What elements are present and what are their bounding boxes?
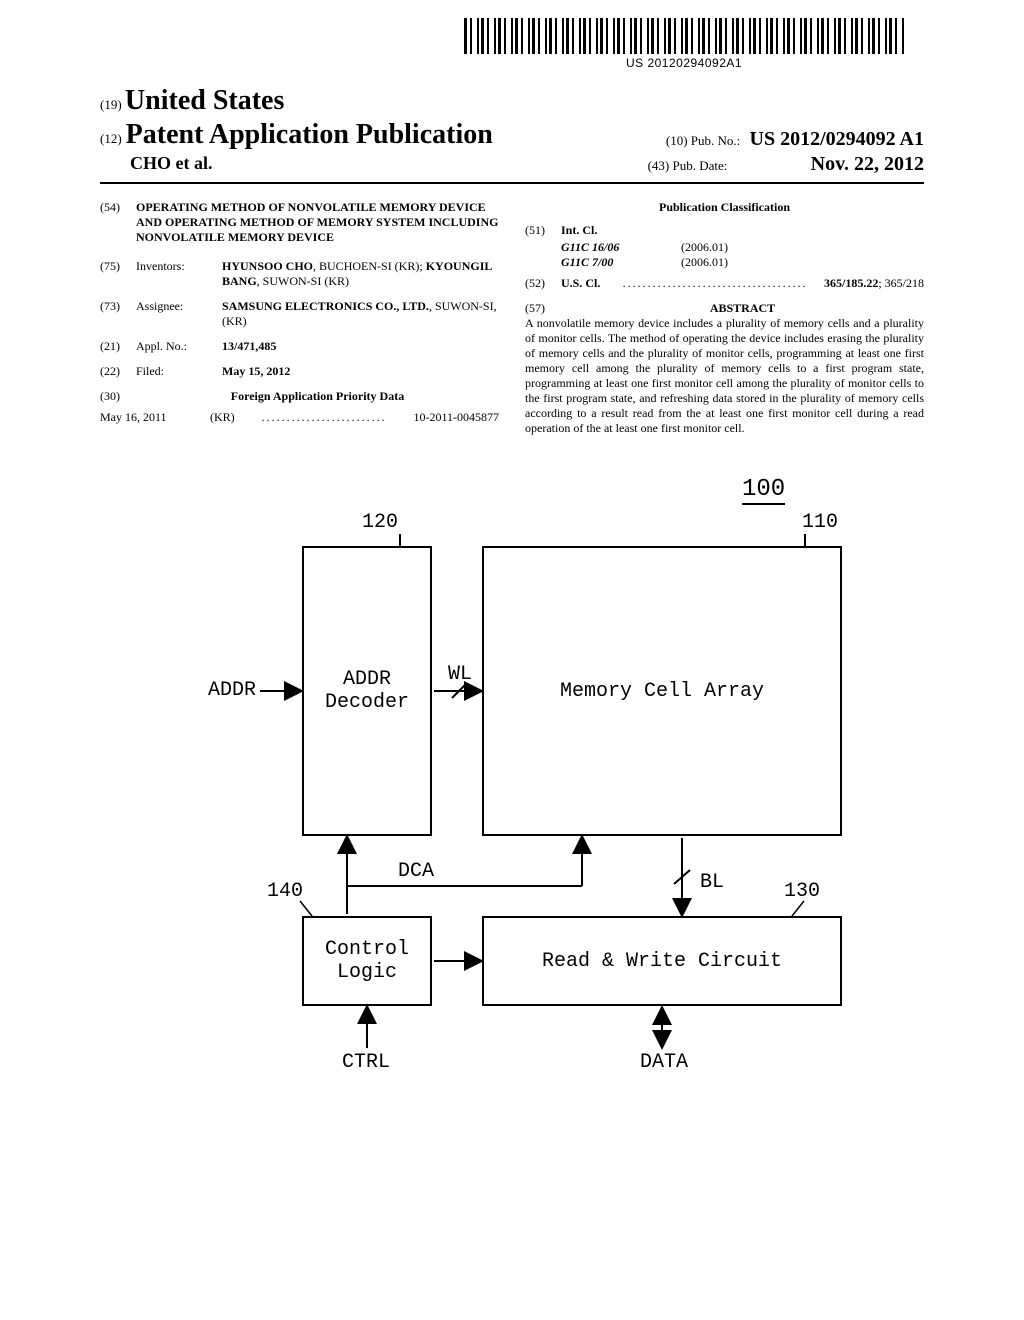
bl-label: BL — [700, 871, 724, 894]
wl-label: WL — [448, 663, 472, 686]
pubno-label: Pub. No.: — [691, 133, 740, 148]
intcl2-year: (2006.01) — [681, 255, 728, 270]
control-logic-box: Control Logic — [302, 916, 432, 1006]
rw-circuit-box: Read & Write Circuit — [482, 916, 842, 1006]
invention-title: OPERATING METHOD OF NONVOLATILE MEMORY D… — [136, 200, 499, 245]
uscl-dots: ..................................... — [606, 276, 824, 291]
uscl-label: U.S. Cl. — [561, 276, 600, 291]
intcl-label: Int. Cl. — [561, 223, 597, 238]
abstract-body: A nonvolatile memory device includes a p… — [525, 316, 924, 436]
barcode-number: US 20120294092A1 — [464, 56, 904, 70]
filed: May 15, 2012 — [222, 364, 499, 379]
assignee-label: Assignee: — [136, 299, 222, 329]
country: United States — [125, 85, 284, 116]
code-52: (52) — [525, 276, 561, 291]
code-54: (54) — [100, 200, 136, 245]
figure-block-diagram: 100 120 110 ADDR Decoder Memory Cell Arr… — [172, 476, 852, 1096]
inventors-label: Inventors: — [136, 259, 222, 289]
code-10: (10) — [666, 133, 688, 148]
leader-120 — [399, 534, 401, 546]
left-column: (54) OPERATING METHOD OF NONVOLATILE MEM… — [100, 200, 499, 436]
addr-decoder-box: ADDR Decoder — [302, 546, 432, 836]
control-logic-l1: Control — [325, 938, 409, 961]
intcl1: G11C 16/06 — [561, 240, 681, 255]
ref-140: 140 — [267, 880, 303, 903]
code-43: (43) — [648, 158, 670, 173]
dca-label: DCA — [398, 860, 434, 883]
code-75: (75) — [100, 259, 136, 289]
data-io-label: DATA — [640, 1051, 688, 1074]
abstract-heading: ABSTRACT — [561, 301, 924, 316]
barcode — [464, 18, 904, 54]
foreign-head: Foreign Application Priority Data — [136, 389, 499, 404]
filed-label: Filed: — [136, 364, 222, 379]
code-30: (30) — [100, 389, 136, 404]
ctrl-in-label: CTRL — [342, 1051, 390, 1074]
foreign-dots: ......................... — [235, 410, 414, 425]
foreign-date: May 16, 2011 — [100, 410, 210, 425]
code-57: (57) — [525, 301, 561, 316]
applno: 13/471,485 — [222, 339, 499, 354]
uscl-rest: ; 365/218 — [878, 276, 924, 290]
right-column: Publication Classification (51) Int. Cl.… — [525, 200, 924, 436]
doc-type: Patent Application Publication — [126, 119, 493, 150]
ref-130: 130 — [784, 880, 820, 903]
classification-heading: Publication Classification — [525, 200, 924, 215]
code-19: (19) — [100, 97, 122, 112]
foreign-country: (KR) — [210, 410, 235, 425]
ref-110: 110 — [802, 511, 838, 534]
applno-label: Appl. No.: — [136, 339, 222, 354]
code-22: (22) — [100, 364, 136, 379]
addr-decoder-l1: ADDR — [325, 668, 409, 691]
uscl-main: 365/185.22 — [824, 276, 878, 290]
intcl2: G11C 7/00 — [561, 255, 681, 270]
pubdate: Nov. 22, 2012 — [811, 153, 924, 175]
inventors: HYUNSOO CHO, BUCHOEN-SI (KR); KYOUNGIL B… — [222, 259, 499, 289]
rw-circuit-label: Read & Write Circuit — [542, 950, 782, 973]
addr-in-label: ADDR — [208, 679, 256, 702]
author: CHO et al. — [130, 153, 213, 173]
leader-110 — [804, 534, 806, 546]
header-rule — [100, 182, 924, 184]
control-logic-l2: Logic — [325, 961, 409, 984]
mem-array-box: Memory Cell Array — [482, 546, 842, 836]
header: (19) United States (12) Patent Applicati… — [100, 85, 924, 184]
code-12: (12) — [100, 131, 122, 146]
code-21: (21) — [100, 339, 136, 354]
assignee: SAMSUNG ELECTRONICS CO., LTD., SUWON-SI,… — [222, 299, 499, 329]
code-73: (73) — [100, 299, 136, 329]
pubdate-label: Pub. Date: — [673, 158, 728, 173]
code-51: (51) — [525, 223, 561, 238]
mem-array-label: Memory Cell Array — [560, 680, 764, 703]
ref-100: 100 — [742, 476, 785, 505]
bibliographic-data: (54) OPERATING METHOD OF NONVOLATILE MEM… — [100, 200, 924, 436]
intcl1-year: (2006.01) — [681, 240, 728, 255]
pubno: US 2012/0294092 A1 — [750, 128, 924, 150]
barcode-region: US 20120294092A1 — [464, 18, 904, 70]
ref-120: 120 — [362, 511, 398, 534]
addr-decoder-l2: Decoder — [325, 691, 409, 714]
foreign-num: 10-2011-0045877 — [413, 410, 499, 425]
